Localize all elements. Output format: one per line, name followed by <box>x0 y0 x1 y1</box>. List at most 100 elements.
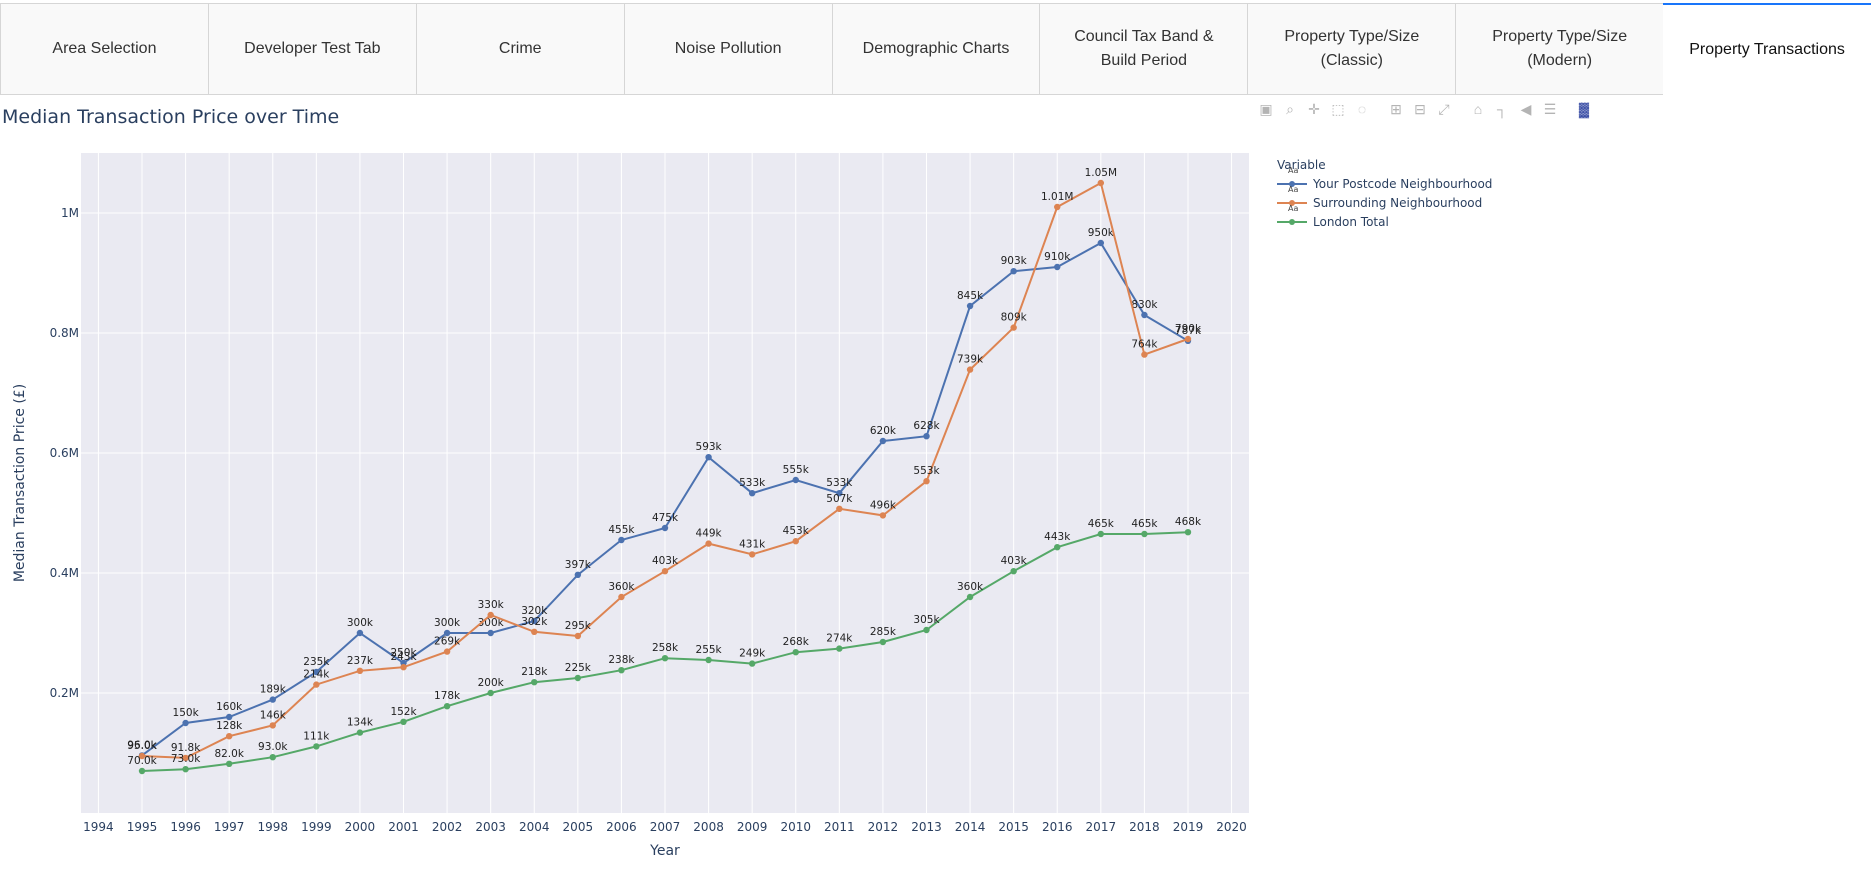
camera-icon[interactable]: ▣ <box>1259 101 1273 117</box>
legend-item[interactable]: Aa Your Postcode Neighbourhood <box>1277 166 1492 192</box>
x-tick-label: 1998 <box>257 820 288 834</box>
data-label: 397k <box>565 559 592 571</box>
data-label: 449k <box>696 528 723 540</box>
data-point <box>792 649 799 656</box>
data-point <box>966 302 974 310</box>
data-point <box>836 645 843 652</box>
data-point <box>269 722 276 729</box>
y-axis-label: Median Transaction Price (£) <box>12 384 28 582</box>
data-point <box>225 760 233 767</box>
reset-axes-icon[interactable]: ⌂ <box>1473 101 1483 117</box>
data-point <box>574 571 582 578</box>
data-point <box>269 696 276 703</box>
data-point <box>1054 544 1061 551</box>
tab-developer-test-tab[interactable]: Developer Test Tab <box>207 3 416 95</box>
plot-modebar: ▣ ⌕ ✛ ⬚ ◌ ⊞ ⊟ ⤢ ⌂ ┐ ◀ ☰ ▓ <box>1257 100 1599 118</box>
data-label: 555k <box>783 464 810 476</box>
data-label: 620k <box>870 425 897 437</box>
tab-property-type-size-classic[interactable]: Property Type/Size (Classic) <box>1247 3 1456 95</box>
data-point <box>443 629 451 637</box>
data-label: 533k <box>739 477 766 489</box>
x-tick-label: 1994 <box>83 820 114 834</box>
x-tick-label: 2006 <box>606 820 637 834</box>
legend-text-marker: Aa <box>1288 185 1299 194</box>
lasso-select-icon[interactable]: ◌ <box>1357 101 1367 117</box>
y-tick-label: 0.4M <box>50 566 79 580</box>
legend-marker <box>1289 200 1295 206</box>
tab-demographic-charts[interactable]: Demographic Charts <box>831 3 1040 95</box>
data-point <box>1054 263 1061 271</box>
data-label: 360k <box>957 581 984 593</box>
data-point <box>923 626 930 634</box>
data-point <box>1097 530 1105 538</box>
pan-icon[interactable]: ✛ <box>1308 101 1320 117</box>
data-point <box>618 667 625 674</box>
data-point <box>879 437 887 445</box>
data-label: 403k <box>652 555 679 567</box>
data-label: 258k <box>652 642 679 654</box>
tab-noise-pollution[interactable]: Noise Pollution <box>623 3 832 95</box>
data-label: 455k <box>608 524 635 536</box>
data-label: 93.0k <box>258 741 288 753</box>
data-point <box>313 743 320 750</box>
data-label: 443k <box>1044 531 1071 543</box>
data-label: 302k <box>521 616 548 628</box>
series-surrounding-neighbourhood: 95.0k 91.8k 128k 146k 214k 237k 243k 269k 330k 30… <box>127 167 1202 762</box>
tab-property-transactions[interactable]: Property Transactions <box>1663 3 1871 95</box>
box-select-icon[interactable]: ⬚ <box>1331 101 1345 117</box>
y-tick-label: 0.6M <box>50 446 79 460</box>
data-point <box>618 593 625 601</box>
tab-council-tax-band-build-period[interactable]: Council Tax Band & Build Period <box>1039 3 1248 95</box>
data-point <box>879 512 887 519</box>
autoscale-icon[interactable]: ⤢ <box>1438 101 1450 117</box>
tab-property-type-size-modern[interactable]: Property Type/Size (Modern) <box>1455 3 1664 95</box>
hover-compare-icon[interactable]: ☰ <box>1543 101 1557 117</box>
x-tick-label: 1997 <box>214 820 245 834</box>
data-label: 178k <box>434 690 461 702</box>
plotly-logo-icon[interactable]: ▓ <box>1578 101 1590 117</box>
data-point <box>705 454 712 461</box>
legend-item[interactable]: Aa London Total <box>1277 204 1389 230</box>
spike-lines-icon[interactable]: ┐ <box>1497 101 1507 117</box>
data-label: 465k <box>1088 518 1115 530</box>
tab-label: Property Transactions <box>1689 41 1845 58</box>
tab-label: Property Type/Size (Modern) <box>1492 28 1628 69</box>
data-point <box>487 689 494 697</box>
data-label: 150k <box>173 707 200 719</box>
zoom-icon[interactable]: ⌕ <box>1286 101 1294 117</box>
x-tick-label: 2004 <box>519 820 550 834</box>
x-tick-label: 2020 <box>1216 820 1247 834</box>
data-label: 95.0k <box>127 740 157 752</box>
data-label: 225k <box>565 662 592 674</box>
x-tick-label: 2000 <box>345 820 376 834</box>
legend-marker <box>1289 219 1295 225</box>
zoom-out-icon[interactable]: ⊟ <box>1414 101 1426 117</box>
data-label: 237k <box>347 655 374 667</box>
data-label: 809k <box>1001 312 1028 324</box>
data-label: 134k <box>347 717 374 729</box>
data-point <box>1141 530 1148 538</box>
tab-label: Area Selection <box>52 40 157 57</box>
data-point <box>705 656 712 664</box>
legend-item[interactable]: Aa Surrounding Neighbourhood <box>1277 185 1482 211</box>
data-point <box>574 674 582 682</box>
zoom-in-icon[interactable]: ⊞ <box>1390 101 1402 117</box>
data-point <box>487 629 494 637</box>
data-label: 830k <box>1131 299 1158 311</box>
hover-closest-icon[interactable]: ◀ <box>1520 101 1532 117</box>
data-point <box>705 540 712 547</box>
data-point <box>748 490 756 497</box>
x-tick-label: 2015 <box>998 820 1029 834</box>
x-tick-label: 2001 <box>388 820 419 834</box>
data-label: 845k <box>957 290 984 302</box>
data-label: 903k <box>1001 255 1028 267</box>
legend-swatch: Aa <box>1277 185 1307 211</box>
data-point <box>923 478 930 485</box>
tab-crime[interactable]: Crime <box>415 3 624 95</box>
data-point <box>1184 335 1192 343</box>
tab-area-selection[interactable]: Area Selection <box>0 3 208 95</box>
data-point <box>400 718 407 725</box>
x-axis-label: Year <box>649 843 680 859</box>
data-point <box>269 754 276 761</box>
data-label: 533k <box>826 477 853 489</box>
